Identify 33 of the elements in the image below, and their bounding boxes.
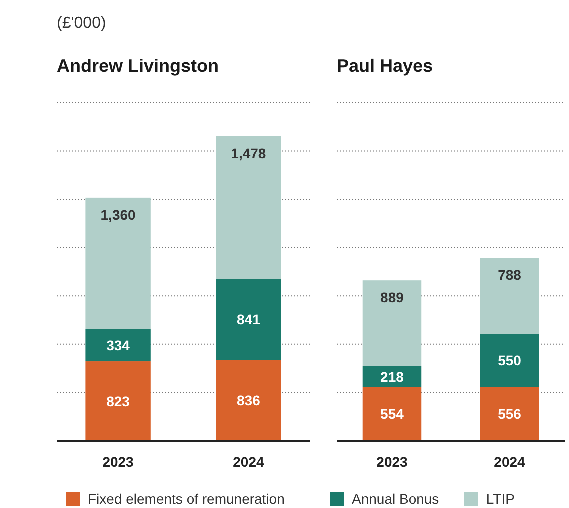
legend-label: Fixed elements of remuneration — [88, 491, 285, 507]
data-label: 836 — [237, 392, 261, 409]
bar — [216, 136, 282, 280]
data-label: 823 — [106, 393, 130, 410]
data-label: 554 — [380, 406, 404, 422]
data-label: 889 — [380, 290, 404, 306]
bar — [216, 360, 282, 441]
data-label: 1,360 — [100, 206, 136, 223]
bar — [480, 258, 540, 334]
bar — [362, 280, 422, 366]
x-tick-label: 2024 — [494, 454, 526, 470]
bar — [86, 198, 151, 330]
data-label: 788 — [498, 267, 522, 284]
chart-subtitle: (£'000) — [57, 15, 106, 32]
data-label: 556 — [498, 406, 522, 422]
data-label: 334 — [106, 337, 130, 354]
x-tick-label: 2023 — [376, 454, 408, 470]
legend-label: Annual Bonus — [352, 491, 440, 507]
bar — [86, 362, 151, 441]
data-label: 218 — [380, 368, 404, 385]
chart-title: Paul Hayes — [337, 56, 434, 76]
bar — [362, 388, 422, 441]
bar — [480, 387, 540, 441]
bar — [86, 329, 151, 362]
x-tick-label: 2024 — [233, 454, 264, 470]
data-label: 841 — [237, 312, 261, 328]
bar — [480, 334, 540, 388]
x-tick-label: 2023 — [102, 454, 134, 470]
data-label: 550 — [498, 352, 522, 369]
legend-label: LTIP — [486, 491, 515, 507]
bar — [216, 279, 282, 360]
chart-title: Andrew Livingston — [57, 56, 219, 76]
data-label: 1,478 — [231, 145, 266, 162]
